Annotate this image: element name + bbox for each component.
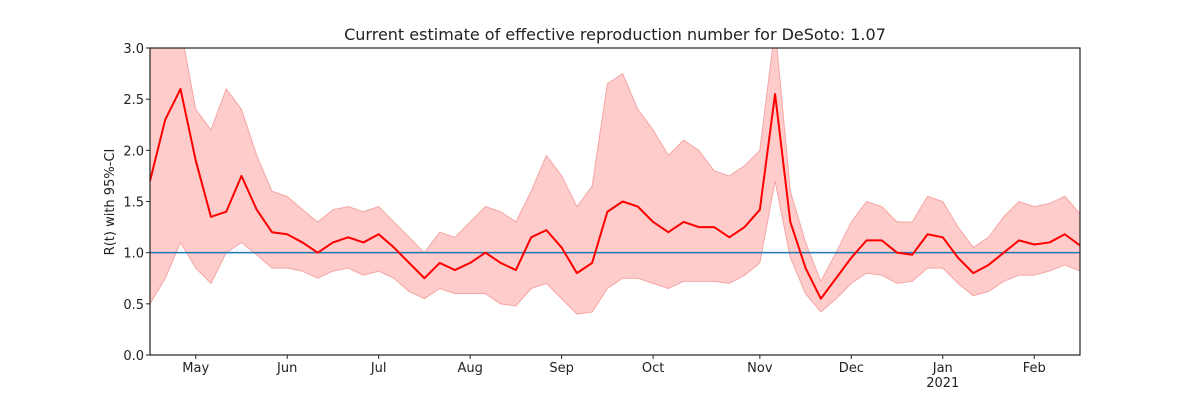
y-axis-label: R(t) with 95%-CI — [103, 149, 118, 256]
x-tick-label: May — [182, 361, 209, 376]
x-tick-label: Jun — [276, 361, 297, 376]
x-tick-label: Sep — [549, 361, 574, 376]
x-tick-label: Aug — [457, 361, 482, 376]
chart-title: Current estimate of effective reproducti… — [344, 25, 886, 44]
x-tick-label: Nov — [747, 361, 773, 376]
x-tick-label: Feb — [1023, 361, 1046, 376]
y-tick-label: 1.5 — [123, 196, 144, 211]
x-tick-label: Oct — [642, 361, 664, 376]
y-tick-label: 0.0 — [123, 349, 144, 364]
y-tick-label: 1.0 — [123, 247, 144, 262]
x-tick-label: Dec — [839, 361, 864, 376]
x-tick-label: Jan 2021 — [926, 361, 959, 391]
y-tick-label: 2.0 — [123, 144, 144, 159]
confidence-band — [150, 48, 1080, 315]
y-tick-label: 2.5 — [123, 93, 144, 108]
y-tick-label: 0.5 — [123, 298, 144, 313]
estimate-line — [150, 87, 1080, 300]
y-tick-label: 3.0 — [123, 42, 144, 57]
x-tick-label: Jul — [370, 361, 387, 376]
plot-area — [150, 48, 1080, 315]
